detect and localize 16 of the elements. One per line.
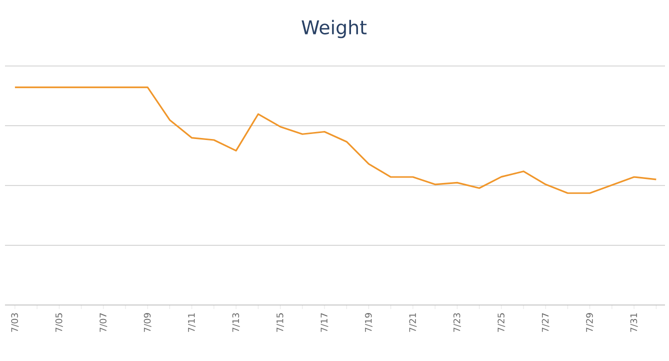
x-tick-label: 7/27 xyxy=(542,313,550,332)
x-tick-label: 7/15 xyxy=(276,313,284,332)
x-tick-label: 7/05 xyxy=(55,313,63,332)
x-tick-label: 7/25 xyxy=(498,313,506,332)
x-tick-label: 7/13 xyxy=(232,313,240,332)
x-tick-label: 7/19 xyxy=(364,313,372,332)
x-tick-label: 7/23 xyxy=(453,313,461,332)
x-tick-label: 7/17 xyxy=(320,313,328,332)
x-tick-label: 7/07 xyxy=(100,313,108,332)
x-tick-label: 7/21 xyxy=(409,313,417,332)
x-tick-label: 7/09 xyxy=(144,313,152,332)
x-tick-label: 7/11 xyxy=(188,313,196,332)
x-tick-label: 7/29 xyxy=(586,313,594,332)
x-tick-label: 7/03 xyxy=(11,313,19,332)
chart-title: Weight xyxy=(302,20,367,38)
x-tick-label: 7/31 xyxy=(630,313,638,332)
